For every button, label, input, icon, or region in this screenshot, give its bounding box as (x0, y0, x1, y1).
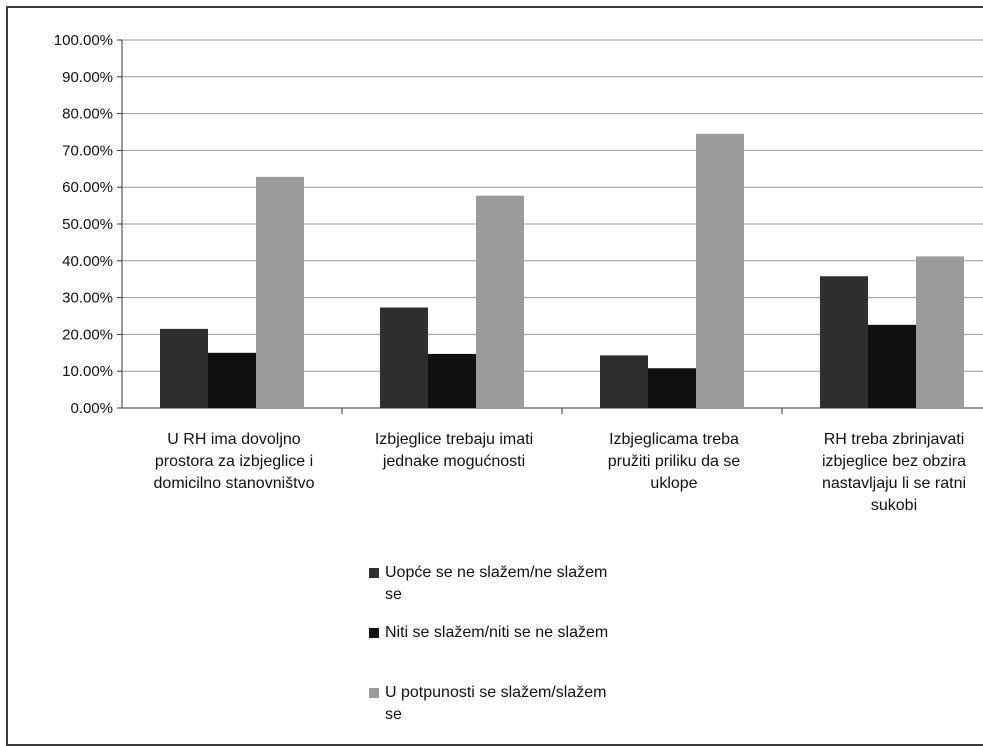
x-category-label: nastavljaju li se ratni (822, 475, 966, 492)
x-category-label: Izbjeglice trebaju imati (375, 431, 533, 448)
y-tick-label: 20.00% (62, 326, 113, 343)
legend-swatch-disagree (369, 568, 379, 578)
x-category-label: Izbjeglicama treba (609, 431, 739, 448)
legend-swatch-neutral (369, 628, 379, 638)
legend-label-agree-line2: se (385, 706, 402, 723)
bar (476, 195, 524, 408)
bar (208, 352, 256, 408)
y-tick-label: 40.00% (62, 253, 113, 270)
x-category-label: domicilno stanovništvo (154, 475, 315, 492)
bar (600, 355, 648, 408)
bar (648, 368, 696, 408)
legend-swatch-agree (369, 688, 379, 698)
y-tick-label: 10.00% (62, 363, 113, 380)
bar (868, 324, 916, 408)
legend: Uopće se ne slažem/ne slažem se Niti se … (369, 562, 699, 726)
x-category-label: jednake mogućnosti (382, 453, 525, 470)
bar (916, 256, 964, 408)
x-category-label: U RH ima dovoljno (167, 431, 300, 448)
y-tick-label: 80.00% (62, 106, 113, 123)
bar (256, 176, 304, 408)
legend-label-agree-line1: U potpunosti se slažem/slažem (385, 684, 607, 701)
legend-item-agree: U potpunosti se slažem/slažem se (369, 682, 699, 726)
x-category-label: pružiti priliku da se (608, 453, 741, 470)
y-tick-label: 90.00% (62, 69, 113, 86)
bar (696, 133, 744, 408)
legend-item-neutral: Niti se slažem/niti se ne slažem (369, 622, 699, 644)
y-tick-label: 30.00% (62, 290, 113, 307)
legend-label-disagree-line2: se (385, 586, 402, 603)
y-tick-label: 100.00% (54, 32, 113, 49)
bar-chart: 0.00% 10.00% 20.00% 30.00% 40.00% 50.00% 60.00… (54, 32, 983, 514)
x-category-label: izbjeglice bez obzira (822, 453, 966, 470)
legend-item-disagree: Uopće se ne slažem/ne slažem se (369, 562, 699, 606)
x-category-label: uklope (650, 475, 697, 492)
bar (160, 328, 208, 408)
bar (428, 353, 476, 408)
legend-label-disagree-line1: Uopće se ne slažem/ne slažem (385, 564, 608, 581)
x-category-label: RH treba zbrinjavati (824, 431, 965, 448)
y-tick-label: 0.00% (70, 400, 113, 417)
bar (820, 276, 868, 408)
bar (380, 307, 428, 408)
y-tick-label: 70.00% (62, 142, 113, 159)
y-tick-label: 60.00% (62, 179, 113, 196)
x-category-label: sukobi (871, 497, 917, 514)
y-tick-label: 50.00% (62, 216, 113, 233)
x-category-label: prostora za izbjeglice i (155, 453, 313, 470)
legend-label-neutral: Niti se slažem/niti se ne slažem (385, 624, 609, 641)
